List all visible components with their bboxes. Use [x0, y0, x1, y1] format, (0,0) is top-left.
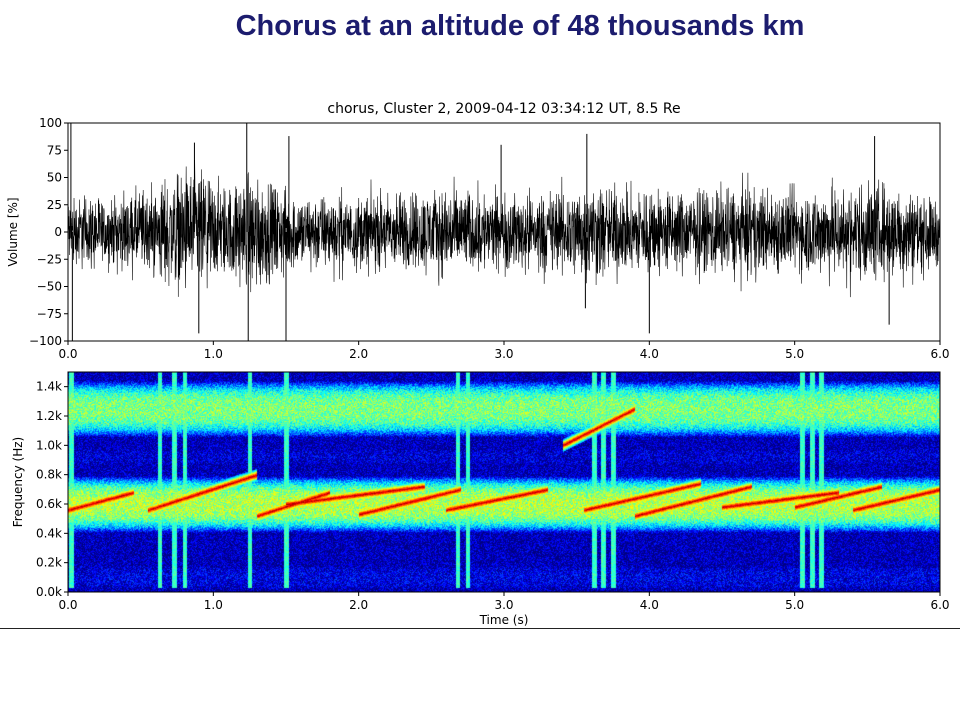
- waveform-x-axis: 0.0 1.0 2.0 3.0 4.0 5.0 6.0: [58, 341, 950, 361]
- waveform-x-tick-label: 0.0: [58, 347, 77, 361]
- slide-title: Chorus at an altitude of 48 thousands km: [235, 10, 805, 42]
- spectrogram-y-tick-label: 1.4k: [36, 380, 62, 394]
- spectrogram-y-tick-label: 0.8k: [36, 468, 62, 482]
- spectrogram-y-tick-label: 1.0k: [36, 438, 62, 452]
- waveform-x-tick-label: 4.0: [640, 347, 659, 361]
- waveform-y-tick-label: −75: [37, 307, 62, 321]
- spectrogram-y-tick-label: 0.6k: [36, 497, 62, 511]
- waveform-x-tick-label: 6.0: [930, 347, 949, 361]
- spectrogram-y-label: Frequency (Hz): [11, 437, 25, 528]
- waveform-y-tick-label: −25: [37, 252, 62, 266]
- waveform-x-tick-label: 3.0: [494, 347, 513, 361]
- bottom-divider: [0, 628, 960, 629]
- waveform-x-tick-label: 5.0: [785, 347, 804, 361]
- waveform-y-tick-label: 0: [54, 225, 62, 239]
- waveform-y-label: Volume [%]: [6, 197, 20, 266]
- spectrogram-x-tick-label: 5.0: [785, 598, 804, 612]
- waveform-y-tick-label: 50: [47, 171, 62, 185]
- spectrogram-image-holder: [68, 372, 940, 592]
- waveform-title: chorus, Cluster 2, 2009-04-12 03:34:12 U…: [327, 101, 680, 117]
- spectrogram-y-tick-label: 0.2k: [36, 556, 62, 570]
- spectrogram-x-tick-label: 4.0: [640, 598, 659, 612]
- spectrogram-y-tick-label: 1.2k: [36, 409, 62, 423]
- spectrogram-x-tick-label: 0.0: [58, 598, 77, 612]
- spectrogram-x-tick-label: 1.0: [204, 598, 223, 612]
- spectrogram-y-tick-label: 0.0k: [36, 585, 62, 599]
- waveform-y-tick-label: 75: [47, 143, 62, 157]
- waveform-x-tick-label: 2.0: [349, 347, 368, 361]
- spectrogram-x-tick-label: 2.0: [349, 598, 368, 612]
- waveform-trace: [67, 160, 941, 298]
- spectrogram-panel: 0.0 1.0 2.0 3.0 4.0 5.0 6.0 1.4k 1.2k 1.0k 0.8k 0.…: [11, 371, 950, 627]
- waveform-y-tick-label: −50: [37, 280, 62, 294]
- waveform-x-tick-label: 1.0: [204, 347, 223, 361]
- spectrogram-x-tick-label: 6.0: [930, 598, 949, 612]
- spectrogram-x-label: Time (s): [479, 613, 529, 627]
- spectrogram-x-tick-label: 3.0: [494, 598, 513, 612]
- spectrogram-y-axis: 1.4k 1.2k 1.0k 0.8k 0.6k 0.4k 0.2k 0.0k: [36, 380, 68, 599]
- waveform-y-tick-label: −100: [29, 334, 62, 348]
- spectrogram-x-axis: 0.0 1.0 2.0 3.0 4.0 5.0 6.0: [58, 592, 950, 612]
- waveform-y-tick-label: 25: [47, 198, 62, 212]
- waveform-series: [67, 123, 941, 341]
- spectrogram-image: [68, 372, 940, 592]
- spectrogram-y-tick-label: 0.4k: [36, 526, 62, 540]
- waveform-panel: chorus, Cluster 2, 2009-04-12 03:34:12 U…: [6, 101, 950, 361]
- waveform-y-axis: 100 75 50 25 0 −25 −50 −75 −100: [29, 116, 68, 348]
- waveform-y-tick-label: 100: [39, 116, 62, 130]
